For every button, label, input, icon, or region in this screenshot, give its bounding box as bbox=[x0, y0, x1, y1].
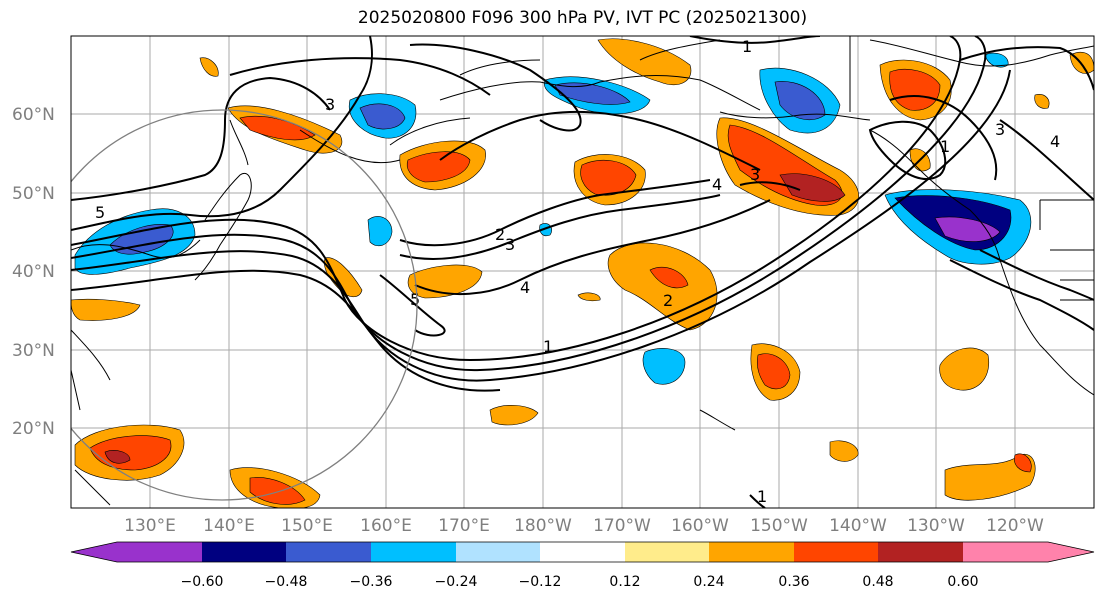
colorbar-tick-label: 0.12 bbox=[609, 574, 640, 590]
map-frame bbox=[70, 35, 1095, 509]
lon-label: 170°E bbox=[438, 516, 490, 536]
map-title: 2025020800 F096 300 hPa PV, IVT PC (2025… bbox=[357, 8, 808, 28]
contour-label-4: 4 bbox=[520, 278, 530, 297]
colorbar-outline bbox=[70, 541, 1095, 563]
colorbar-segment bbox=[202, 542, 286, 562]
lon-label: 130°W bbox=[907, 516, 965, 536]
lon-label: 160°W bbox=[671, 516, 729, 536]
colorbar-segment bbox=[117, 542, 202, 562]
contour-label-1: 1 bbox=[757, 487, 767, 506]
lon-label: 140°W bbox=[829, 516, 887, 536]
contour-label-3: 3 bbox=[325, 95, 335, 114]
colorbar-segment bbox=[794, 542, 878, 562]
contour-label-4: 4 bbox=[712, 175, 722, 194]
contour-label-3: 3 bbox=[505, 235, 515, 254]
range-ring bbox=[71, 109, 418, 501]
lon-label: 160°E bbox=[360, 516, 412, 536]
lon-label: 150°W bbox=[750, 516, 808, 536]
colorbar-tick-label: 0.60 bbox=[947, 574, 978, 590]
ivt-contours bbox=[71, 36, 1094, 508]
lon-label: 150°E bbox=[281, 516, 333, 536]
colorbar-tick-label: 0.48 bbox=[862, 574, 893, 590]
colorbar-segment bbox=[371, 542, 456, 562]
colorbar-tick-label: −0.12 bbox=[519, 574, 562, 590]
lon-label: 170°W bbox=[593, 516, 651, 536]
coastlines bbox=[71, 36, 1094, 506]
lat-label: 60°N bbox=[12, 105, 55, 125]
lon-label: 120°W bbox=[986, 516, 1044, 536]
colorbar-segment bbox=[540, 542, 625, 562]
contour-label-1: 1 bbox=[543, 337, 553, 356]
contour-label-5: 5 bbox=[410, 290, 420, 309]
colorbar-segment bbox=[963, 542, 1048, 562]
colorbar-segment bbox=[286, 542, 371, 562]
lat-label: 50°N bbox=[12, 184, 55, 204]
lat-label: 20°N bbox=[12, 419, 55, 439]
contour-label-1: 1 bbox=[940, 137, 950, 156]
lon-label: 140°E bbox=[203, 516, 255, 536]
lat-labels: 60°N 50°N 40°N 30°N 20°N bbox=[12, 105, 55, 439]
lat-label: 40°N bbox=[12, 262, 55, 282]
contour-label-2: 2 bbox=[663, 291, 673, 310]
lon-labels: 130°E 140°E 150°E 160°E 170°E 180°W 170°… bbox=[124, 516, 1044, 536]
contour-label-5: 5 bbox=[95, 203, 105, 222]
contour-label-1: 1 bbox=[742, 37, 752, 56]
contour-label-4: 4 bbox=[1050, 132, 1060, 151]
colorbar-tick-label: −0.60 bbox=[181, 574, 224, 590]
contour-label-2: 2 bbox=[495, 225, 505, 244]
colorbar-segment bbox=[878, 542, 963, 562]
colorbar-segment bbox=[456, 542, 540, 562]
lon-label: 180°W bbox=[514, 516, 572, 536]
contour-labels: 5 5 3 3 2 4 1 2 4 3 1 3 4 1 1 bbox=[95, 37, 1060, 506]
colorbar-tick-label: 0.36 bbox=[778, 574, 809, 590]
contour-label-3: 3 bbox=[750, 165, 760, 184]
lat-label: 30°N bbox=[12, 341, 55, 361]
colorbar-tick-label: 0.24 bbox=[693, 574, 724, 590]
colorbar-segment bbox=[625, 542, 709, 562]
colorbar-tick-label: −0.36 bbox=[350, 574, 393, 590]
colorbar-ticks: −0.60 −0.48 −0.36 −0.24 −0.12 0.12 0.24 … bbox=[181, 574, 979, 590]
lon-label: 130°E bbox=[124, 516, 176, 536]
colorbar-tick-label: −0.24 bbox=[435, 574, 478, 590]
contour-label-3: 3 bbox=[995, 120, 1005, 139]
colorbar-extend-low bbox=[71, 542, 117, 562]
colorbar-segment bbox=[709, 542, 794, 562]
colorbar-extend-high bbox=[1048, 542, 1094, 562]
colorbar bbox=[70, 541, 1095, 563]
colorbar-tick-label: −0.48 bbox=[265, 574, 308, 590]
